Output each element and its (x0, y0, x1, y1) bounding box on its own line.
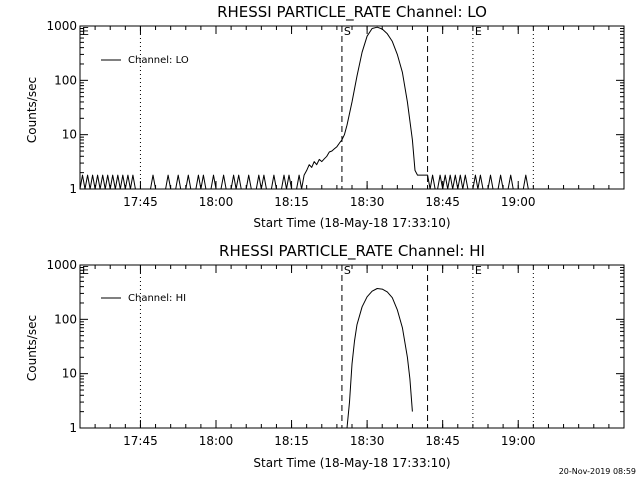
panel-hi-marker-label: S (344, 264, 351, 277)
panel-hi-marker-label: E (82, 264, 89, 277)
panel-hi: RHESSI PARTICLE_RATE Channel: HI 1101001… (25, 242, 625, 470)
panel-hi-xtick-label: 18:00 (199, 434, 234, 448)
panel-lo-frame (79, 25, 625, 190)
panel-hi-ytick-label: 10 (62, 367, 77, 381)
panel-hi-xtick-label: 19:00 (501, 434, 536, 448)
panel-lo-marker-label: E (82, 25, 89, 38)
panel-lo-ytick-label: 1 (69, 182, 77, 196)
panel-lo-xlabel: Start Time (18-May-18 17:33:10) (253, 216, 450, 230)
panel-lo-xtick-label: 18:30 (350, 195, 385, 209)
panel-lo-ylabel: Counts/sec (25, 77, 39, 143)
panel-lo-ytick-label: 10 (62, 128, 77, 142)
panel-lo-ytick-label: 100 (54, 73, 77, 87)
panel-lo-series-line (79, 26, 529, 190)
panel-lo-legend-label: Channel: LO (128, 55, 189, 66)
panel-lo-xtick-label: 17:45 (123, 195, 158, 209)
panel-hi-xtick-label: 18:30 (350, 434, 385, 448)
panel-hi-ytick-label: 100 (54, 312, 77, 326)
panel-lo-title: RHESSI PARTICLE_RATE Channel: LO (217, 3, 487, 22)
panel-lo-xtick-label: 19:00 (501, 195, 536, 209)
panel-hi-series-line (346, 288, 413, 429)
panel-lo-xtick-label: 18:15 (274, 195, 309, 209)
panel-lo-marker-label: S (344, 25, 351, 38)
panel-hi-marks: 1 10 100 1000 17:45 18:00 18:15 18:30 18:45 19:00… (46, 258, 625, 448)
panel-lo-ytick-label: 1000 (46, 19, 77, 33)
panel-hi-xtick-label: 18:45 (425, 434, 460, 448)
panel-lo-marker-label: E (475, 25, 482, 38)
panel-hi-xlabel: Start Time (18-May-18 17:33:10) (253, 456, 450, 470)
panel-hi-ytick-label: 1000 (46, 258, 77, 272)
panel-hi-title: RHESSI PARTICLE_RATE Channel: HI (219, 242, 485, 261)
panel-hi-ylabel: Counts/sec (25, 315, 39, 381)
panel-hi-marker-label: E (475, 264, 482, 277)
panel-lo: RHESSI PARTICLE_RATE Channel: LO 1101001… (25, 3, 625, 230)
panel-lo-marks: 1 10 100 1000 17:45 18:00 18:15 18:30 18:45 19:00… (46, 19, 625, 209)
generation-timestamp: 20-Nov-2019 08:59 (559, 467, 636, 476)
panel-hi-frame (79, 264, 625, 429)
panel-lo-xtick-label: 18:00 (199, 195, 234, 209)
panel-hi-ytick-label: 1 (69, 421, 77, 435)
panel-hi-xtick-label: 18:15 (274, 434, 309, 448)
panel-lo-xtick-label: 18:45 (425, 195, 460, 209)
panel-hi-xtick-label: 17:45 (123, 434, 158, 448)
panel-hi-legend-label: Channel: HI (128, 293, 186, 304)
